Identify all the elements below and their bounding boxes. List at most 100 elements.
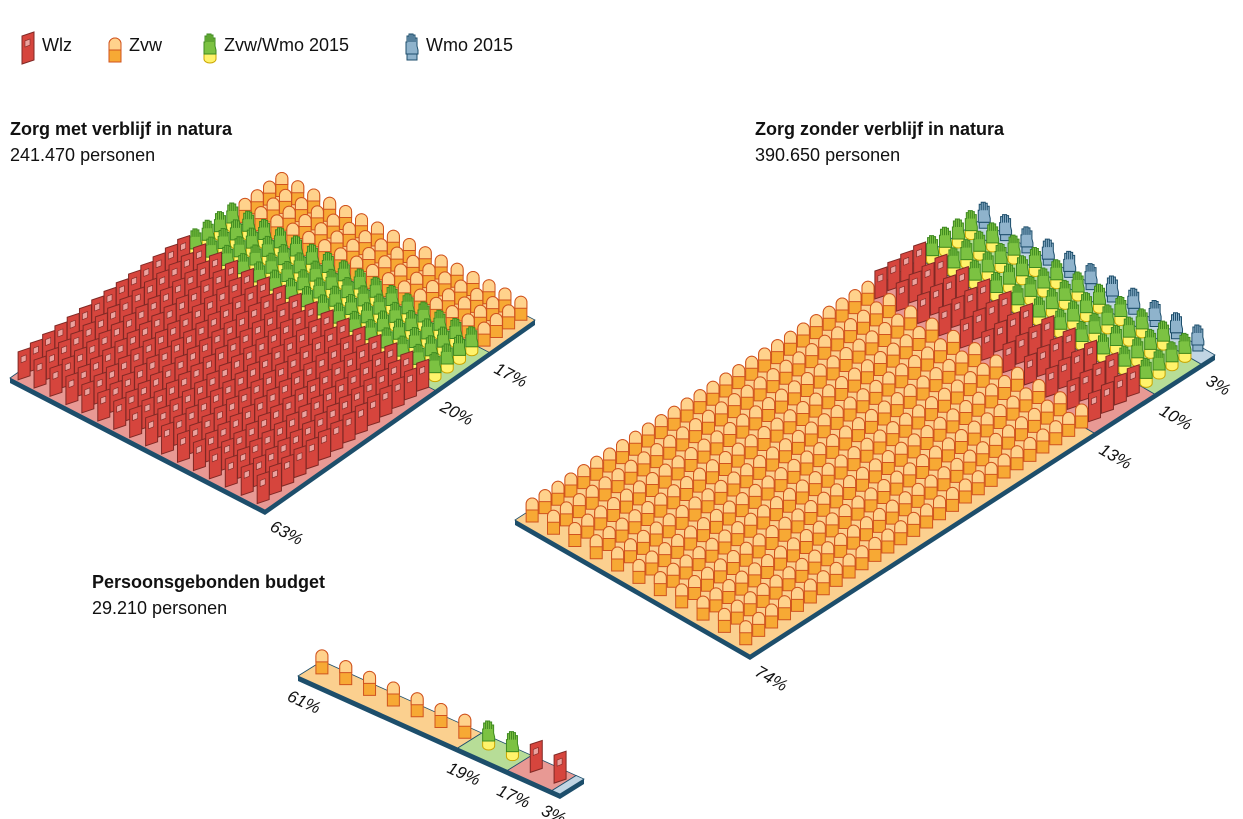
- unit-icon: [1023, 436, 1037, 462]
- door-window: [128, 395, 135, 405]
- hand: [986, 222, 1000, 244]
- unit-icon: [572, 493, 586, 519]
- hand: [1015, 255, 1029, 277]
- capsule-top: [757, 425, 771, 439]
- door-window: [272, 469, 278, 479]
- capsule-top: [676, 426, 690, 440]
- unit-icon: [709, 508, 723, 534]
- capsule-top: [775, 388, 789, 402]
- capsule-top: [637, 451, 651, 465]
- unit-icon: [882, 371, 896, 397]
- unit-icon: [821, 462, 835, 488]
- capsule-top: [765, 525, 779, 539]
- hand: [1122, 316, 1136, 338]
- capsule-top: [925, 317, 939, 331]
- unit-icon: [748, 562, 762, 588]
- door-window: [318, 358, 325, 368]
- door-window: [150, 301, 157, 311]
- capsule-top: [740, 384, 754, 398]
- capsule-top: [1002, 424, 1016, 438]
- hand: [369, 276, 383, 298]
- door-window: [218, 351, 224, 361]
- hand: [364, 319, 378, 341]
- capsule-top: [615, 517, 629, 531]
- hand: [947, 247, 961, 269]
- door-window: [258, 342, 265, 352]
- capsule-top: [769, 574, 783, 588]
- unit-icon: [666, 562, 680, 588]
- capsule-top: [339, 204, 353, 218]
- unit-icon: [173, 412, 187, 447]
- door-window: [1001, 297, 1008, 307]
- door-window: [333, 426, 340, 436]
- unit-icon: [1100, 380, 1114, 415]
- unit-icon: [367, 393, 381, 427]
- door-window: [273, 410, 280, 420]
- capsule-top: [330, 230, 344, 244]
- capsule-top: [907, 433, 921, 447]
- door-window: [147, 284, 153, 294]
- capsule-top: [903, 462, 917, 476]
- capsule-top: [410, 271, 424, 285]
- capsule-top: [693, 467, 707, 481]
- hand: [245, 227, 259, 249]
- door-window: [239, 317, 245, 327]
- capsule-top: [859, 516, 873, 530]
- unit-icon: [1036, 428, 1050, 454]
- door-window: [184, 258, 190, 268]
- hand: [361, 302, 375, 324]
- capsule-top: [291, 180, 305, 194]
- capsule-top: [976, 362, 990, 376]
- hand: [994, 243, 1008, 265]
- unit-icon: [731, 521, 745, 547]
- capsule-top: [882, 293, 896, 307]
- cup: [203, 53, 217, 64]
- door-window: [105, 353, 112, 363]
- capsule-top: [632, 480, 646, 494]
- door-window: [94, 302, 101, 312]
- door-window: [131, 276, 137, 286]
- capsule-top: [881, 450, 895, 464]
- unit-icon: [654, 492, 668, 518]
- door: [161, 421, 175, 455]
- door-window: [250, 368, 256, 378]
- unit-icon: [985, 383, 999, 409]
- unit-icon: [680, 397, 694, 423]
- cup: [1165, 361, 1179, 372]
- unit-icon: [868, 458, 882, 484]
- unit-icon: [998, 375, 1012, 401]
- capsule-top: [761, 475, 775, 489]
- unit-icon: [65, 371, 79, 406]
- door-window: [255, 325, 261, 335]
- capsule-top: [829, 561, 843, 575]
- unit-icon: [844, 318, 858, 344]
- hand: [1054, 308, 1068, 330]
- hand: [1139, 357, 1153, 379]
- hand: [1007, 234, 1021, 256]
- hand: [433, 309, 447, 331]
- capsule-top: [1040, 399, 1054, 413]
- capsule-top: [358, 230, 372, 244]
- door-window: [358, 409, 364, 418]
- door: [959, 315, 973, 349]
- door-window: [331, 350, 337, 359]
- unit-icon: [632, 480, 646, 506]
- hand: [405, 33, 419, 55]
- door-window: [227, 461, 234, 471]
- unit-icon: [17, 347, 31, 381]
- unit-icon: [667, 405, 681, 431]
- hand: [1144, 328, 1158, 350]
- door-window: [236, 436, 243, 445]
- door-window: [290, 359, 297, 369]
- unit-icon: [934, 253, 948, 287]
- capsule-top: [984, 461, 998, 475]
- unit-icon: [766, 446, 780, 472]
- door-window: [980, 285, 987, 295]
- hand: [1088, 312, 1102, 334]
- door-window: [253, 385, 260, 394]
- hand: [385, 284, 399, 306]
- capsule-top: [429, 296, 443, 310]
- unit-icon: [671, 455, 685, 481]
- capsule-top: [108, 37, 122, 51]
- unit-icon: [696, 595, 710, 621]
